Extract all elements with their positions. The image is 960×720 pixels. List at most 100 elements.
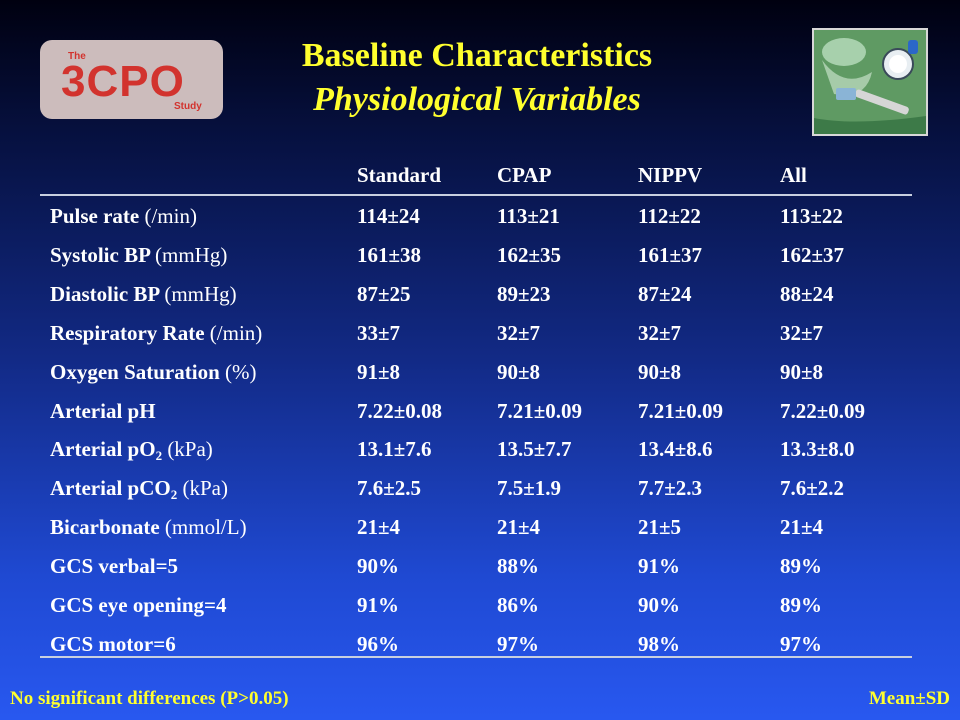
row-unit: (/min): [144, 204, 197, 228]
row-label-text: Respiratory Rate: [50, 320, 205, 345]
table-cell: 90%: [357, 554, 399, 579]
logo-the-text: The: [68, 51, 86, 62]
logo-study-text: Study: [174, 101, 202, 112]
table-cell: 7.21±0.09: [638, 398, 724, 423]
table-row: Arterial pH 7.22±0.08 7.21±0.09 7.21±0.09 7.…: [0, 396, 960, 434]
row-label-text: GCS verbal=5: [50, 554, 179, 579]
row-label: GCS motor=6: [50, 629, 176, 659]
column-header-cpap: CPAP: [497, 163, 552, 187]
table-cell: 113±21: [497, 204, 560, 228]
table-cell: 7.22±0.09: [780, 398, 866, 423]
table-cell: 21±4: [357, 515, 401, 540]
table-row: Diastolic BP (mmHg) 87±25 89±23 87±24 88±24: [0, 279, 960, 317]
row-label: Bicarbonate (mmol/L): [50, 512, 247, 542]
table-cell: 7.7±2.3: [638, 476, 703, 501]
table-cell: 32±7: [497, 320, 541, 345]
row-label: Systolic BP (mmHg): [50, 240, 227, 270]
table-cell: 90±8: [780, 359, 824, 384]
study-logo: The 3CPO Study: [40, 40, 223, 119]
table-cell: 7.21±0.09: [497, 398, 583, 423]
table-cell: 88±24: [780, 281, 834, 306]
table-cell: 91±8: [357, 359, 401, 384]
table-cell: 97%: [780, 631, 822, 656]
table-row: GCS motor=6 96% 97% 98% 97%: [0, 629, 960, 667]
row-label: Arterial pH: [50, 396, 156, 426]
row-unit: (mmol/L): [164, 515, 247, 540]
row-label-text: Systolic BP: [50, 242, 150, 267]
row-label: Pulse rate (/min): [50, 201, 197, 231]
column-header-all: All: [780, 163, 807, 187]
table-cell: 162±35: [497, 242, 562, 267]
table-cell: 162±37: [780, 242, 845, 267]
row-unit: (%): [225, 359, 257, 384]
table-cell: 88%: [497, 554, 539, 579]
row-label-text: GCS eye opening=4: [50, 593, 227, 617]
table-cell: 89%: [780, 593, 822, 617]
row-label: GCS verbal=5: [50, 551, 178, 581]
row-label-text: Bicarbonate: [50, 515, 160, 540]
table-row: Bicarbonate (mmol/L) 21±4 21±4 21±5 21±4: [0, 512, 960, 550]
table-row: Oxygen Saturation (%) 91±8 90±8 90±8 90±8: [0, 357, 960, 395]
table-row: GCS verbal=5 90% 88% 91% 89%: [0, 551, 960, 589]
table-cell: 89%: [780, 554, 822, 579]
logo-brand-text: 3CPO: [61, 57, 185, 106]
table-cell: 7.5±1.9: [497, 476, 562, 501]
footnote-significance: No significant differences (P>0.05): [10, 688, 289, 709]
row-unit: (mmHg): [164, 281, 237, 306]
table-cell: 21±5: [638, 515, 682, 540]
table-cell: 90%: [638, 593, 680, 617]
table-cell: 13.3±8.0: [780, 437, 855, 462]
row-unit: (/min): [209, 320, 263, 345]
table-cell: 89±23: [497, 281, 551, 306]
table-cell: 87±24: [638, 281, 692, 306]
table-row: Systolic BP (mmHg) 161±38 162±35 161±37 162±…: [0, 240, 960, 278]
table-cell: 113±22: [780, 204, 843, 228]
table-cell: 13.4±8.6: [638, 437, 713, 462]
row-label: Diastolic BP (mmHg): [50, 279, 237, 309]
table-row: Arterial pCO2 (kPa) 7.6±2.5 7.5±1.9 7.7±2.3…: [0, 473, 960, 511]
cpap-equipment-photo: [812, 28, 928, 136]
table-cell: 13.1±7.6: [357, 437, 432, 462]
row-label: Oxygen Saturation (%): [50, 357, 257, 387]
row-label: Arterial pCO2 (kPa): [50, 473, 228, 510]
slide-subtitle: Physiological Variables: [313, 81, 641, 118]
slide-title: Baseline Characteristics: [301, 37, 653, 74]
row-unit: (kPa): [182, 476, 228, 501]
table-cell: 114±24: [357, 204, 420, 228]
table-cell: 91%: [357, 593, 399, 617]
row-label-subscript: 2: [170, 487, 178, 503]
row-label-text: Arterial pO: [50, 437, 156, 462]
row-label-text: Arterial pCO: [50, 476, 171, 501]
row-label-text: Diastolic BP: [50, 281, 160, 306]
table-cell: 86%: [497, 593, 539, 617]
table-cell: 32±7: [638, 320, 682, 345]
table-row: Pulse rate (/min) 114±24 113±21 112±22 113±2…: [0, 201, 960, 239]
table-row: Arterial pO2 (kPa) 13.1±7.6 13.5±7.7 13.4±8…: [0, 434, 960, 472]
table-cell: 98%: [638, 631, 680, 656]
table-bottom-rule: [40, 656, 912, 658]
table-cell: 7.22±0.08: [357, 398, 443, 423]
row-label: Respiratory Rate (/min): [50, 318, 262, 348]
row-unit: (kPa): [167, 437, 213, 462]
table-cell: 33±7: [357, 320, 401, 345]
table-cell: 90±8: [497, 359, 541, 384]
table-cell: 13.5±7.7: [497, 437, 572, 462]
table-row: GCS eye opening=4 91% 86% 90% 89%: [0, 590, 960, 628]
row-label-text: Arterial pH: [50, 398, 156, 423]
footnote-mean-sd: Mean±SD: [868, 688, 950, 709]
row-label-text: GCS motor=6: [50, 631, 176, 656]
table-cell: 21±4: [497, 515, 541, 540]
table-row: Respiratory Rate (/min) 33±7 32±7 32±7 32±7: [0, 318, 960, 356]
table-cell: 21±4: [780, 515, 824, 540]
table-cell: 96%: [357, 631, 399, 656]
row-label: GCS eye opening=4: [50, 590, 226, 620]
table-cell: 161±37: [638, 242, 703, 267]
row-label: Arterial pO2 (kPa): [50, 434, 213, 471]
row-label-text: Pulse rate: [50, 204, 140, 228]
row-label-text: Oxygen Saturation: [50, 359, 220, 384]
table-cell: 7.6±2.2: [780, 476, 845, 501]
table-cell: 32±7: [780, 320, 824, 345]
table-top-rule: [40, 194, 912, 196]
table-cell: 97%: [497, 631, 539, 656]
table-cell: 112±22: [638, 204, 701, 228]
